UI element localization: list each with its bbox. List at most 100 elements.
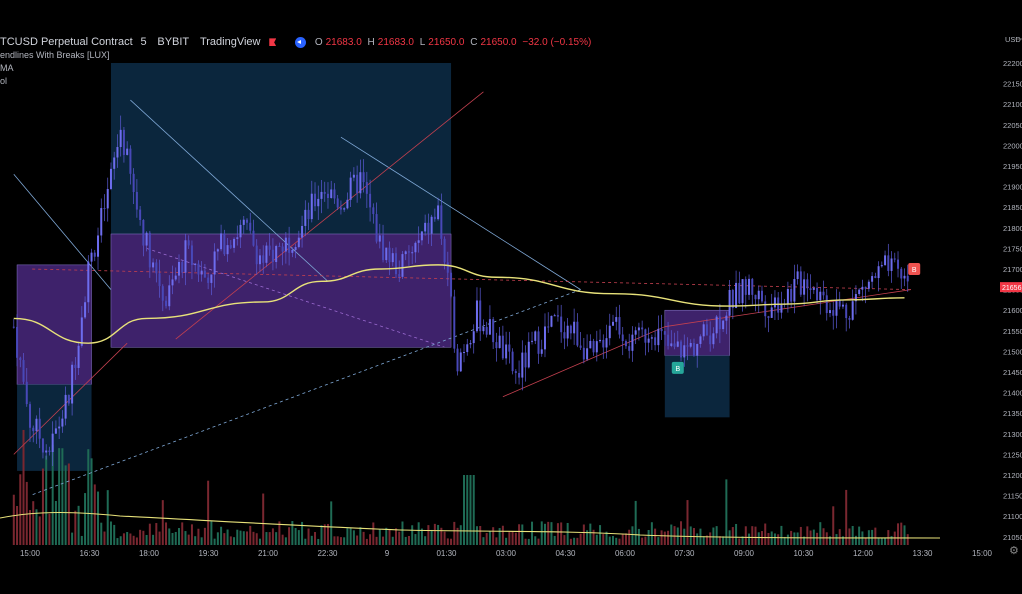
candle-body: [119, 129, 122, 148]
indicator-vol[interactable]: ol: [0, 76, 8, 86]
candle-body: [391, 253, 394, 263]
candle-body: [152, 262, 155, 268]
volume-bar: [51, 444, 54, 545]
candle-body: [806, 279, 809, 289]
candle-body: [760, 290, 763, 302]
candle-body: [165, 300, 168, 307]
time-tick-12: 09:00: [734, 549, 755, 558]
indicator-ma[interactable]: MA: [0, 63, 14, 73]
candle-body: [97, 235, 100, 257]
price-axis: USD 22200 22150 22100 22050 22000 21950 21900 21…: [1000, 35, 1022, 542]
volume-bar: [359, 527, 362, 545]
volume-bar: [718, 536, 721, 545]
candle-body: [38, 418, 41, 439]
candle-body: [829, 310, 832, 314]
candle-body: [569, 325, 572, 334]
candle-body: [323, 191, 326, 194]
trendlines-layer: [13, 91, 912, 496]
gear-icon[interactable]: ⚙: [1009, 545, 1019, 557]
volume-bar: [317, 538, 320, 545]
interval[interactable]: 5: [140, 36, 147, 48]
volume-bar: [835, 534, 838, 545]
volume-bar: [48, 513, 51, 545]
candle-body: [288, 237, 291, 253]
candle-body: [203, 270, 206, 278]
candle-body: [851, 301, 854, 320]
volume-bar: [326, 523, 329, 545]
volume-bar: [621, 533, 624, 545]
volume-bar: [728, 530, 731, 545]
candle-body: [48, 450, 51, 453]
price-tick-22100: 22100: [1003, 100, 1022, 109]
candle-body: [226, 245, 229, 255]
volume-bar: [832, 506, 835, 545]
candle-body: [508, 344, 511, 352]
candle-body: [683, 345, 686, 358]
candle-body: [142, 219, 145, 246]
volume-bar: [644, 536, 647, 545]
volume-bar: [229, 536, 232, 545]
time-tick-3: 19:30: [198, 549, 219, 558]
candle-body: [414, 242, 417, 253]
volume-bar: [80, 535, 83, 545]
volume-bar: [336, 536, 339, 545]
volume-bar: [398, 531, 401, 545]
candle-body: [145, 232, 148, 246]
volume-bar: [268, 532, 271, 545]
candle-body: [670, 343, 673, 346]
candle-body: [511, 351, 514, 372]
volume-bar: [388, 529, 391, 545]
candle-body: [718, 316, 721, 330]
candle-body: [773, 297, 776, 308]
candle-body: [440, 205, 443, 239]
volume-bar: [722, 536, 725, 545]
candle-body: [109, 168, 112, 189]
price-tick-21700: 21700: [1003, 265, 1022, 274]
candle-body: [330, 189, 333, 198]
volume-bar: [168, 528, 171, 545]
volume-bar: [816, 532, 819, 545]
indicator-trendlines[interactable]: endlines With Breaks [LUX]: [0, 50, 110, 60]
candle-body: [113, 157, 116, 169]
candle-body: [184, 240, 187, 273]
volume-bar: [456, 527, 459, 545]
volume-bar: [12, 494, 15, 545]
volume-bar: [174, 531, 177, 545]
candle-body: [628, 346, 631, 351]
volume-bar: [615, 537, 618, 545]
candle-body: [197, 263, 200, 275]
flag-icon[interactable]: [269, 38, 277, 47]
trendline-dashed-purple: [146, 248, 445, 348]
candle-body: [764, 301, 767, 317]
volume-bar: [284, 537, 287, 545]
candle-body: [456, 348, 459, 372]
time-tick-7: 01:30: [436, 549, 457, 558]
break-marker-0: [671, 361, 684, 374]
volume-bar: [744, 526, 747, 545]
volume-bar: [417, 522, 420, 545]
volume-bar: [187, 534, 190, 545]
replay-icon[interactable]: [295, 36, 307, 48]
candle-body: [294, 247, 297, 250]
chart-legend: TCUSD Perpetual Contract 5 BYBIT Trading…: [0, 36, 594, 88]
ohlc-values: O 21683.0 H 21683.0 L 21650.0 C 21650.0 −32.…: [314, 37, 592, 48]
candle-body: [466, 344, 469, 353]
symbol-name[interactable]: TCUSD Perpetual Contract: [0, 36, 133, 48]
volume-bar: [61, 448, 64, 545]
volume-bar: [485, 533, 488, 545]
volume-bar: [453, 521, 456, 545]
volume-bar: [258, 538, 261, 545]
price-tick-22050: 22050: [1003, 121, 1022, 130]
volume-bar: [521, 524, 524, 545]
volume-bar: [113, 524, 116, 545]
candle-body: [786, 289, 789, 304]
time-axis: 15:00 16:30 18:00 19:30 21:00 22:30 9 01:30 03:0…: [20, 549, 993, 558]
volume-bar: [667, 530, 670, 545]
exchange: BYBIT: [157, 36, 190, 48]
volume-bar: [527, 538, 530, 545]
volume-bar: [634, 500, 637, 545]
volume-bar: [38, 516, 41, 545]
candle-body: [139, 209, 142, 220]
candle-body: [12, 326, 15, 328]
